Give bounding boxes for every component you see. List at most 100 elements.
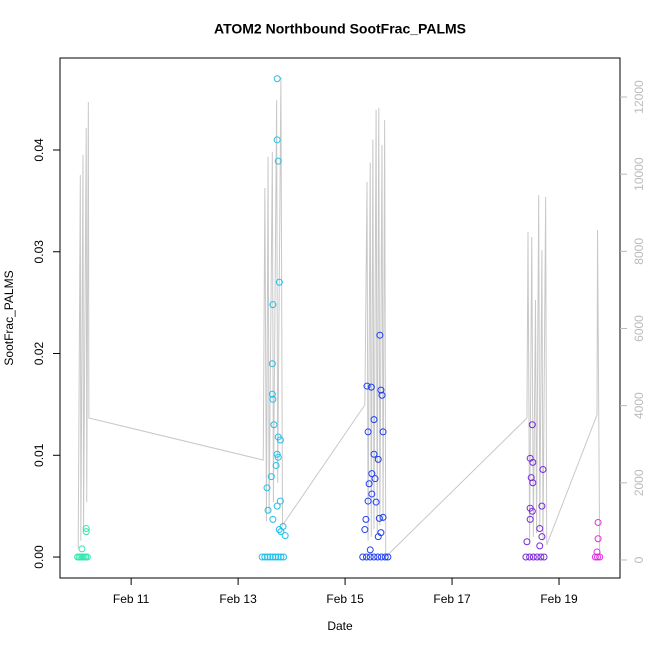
chart-title: ATOM2 Northbound SootFrac_PALMS (214, 21, 466, 37)
point (523, 538, 531, 546)
point (364, 428, 372, 436)
x-tick-label: Feb 19 (540, 592, 578, 606)
point (359, 553, 367, 561)
x-tick-label: Feb 15 (326, 592, 364, 606)
point (83, 553, 91, 561)
point (264, 506, 272, 514)
point (377, 386, 385, 394)
point (269, 553, 277, 561)
point (264, 553, 272, 561)
point (361, 526, 369, 534)
point (275, 526, 283, 534)
y-tick-label: 0.04 (32, 138, 46, 162)
point (266, 553, 274, 561)
point (381, 553, 389, 561)
point (533, 553, 541, 561)
point (274, 453, 282, 461)
point (268, 390, 276, 398)
y-tick-label: 0.01 (32, 443, 46, 467)
point (362, 553, 370, 561)
y-axis-label: SootFrac_PALMS (2, 270, 16, 365)
point (378, 391, 386, 399)
point (370, 416, 378, 424)
point (267, 473, 275, 481)
point (594, 553, 602, 561)
point (537, 553, 545, 561)
point (368, 490, 376, 498)
point (276, 436, 284, 444)
y2-tick-label: 0 (632, 556, 646, 563)
point (273, 502, 281, 510)
point (540, 553, 548, 561)
point (526, 515, 534, 523)
point (366, 546, 374, 554)
point (372, 498, 380, 506)
point (274, 553, 282, 561)
point (366, 553, 374, 561)
y2-tick-label: 8000 (632, 238, 646, 265)
point (261, 553, 269, 561)
point (522, 553, 530, 561)
x-tick-label: Feb 11 (113, 592, 150, 606)
point (529, 479, 537, 487)
point (528, 421, 536, 429)
point (371, 475, 379, 483)
point (384, 553, 392, 561)
point (277, 553, 285, 561)
point (82, 528, 90, 536)
point (374, 533, 382, 541)
point (536, 542, 544, 550)
point (268, 360, 276, 368)
point (272, 461, 280, 469)
point (529, 458, 537, 466)
point (529, 553, 537, 561)
point (272, 553, 280, 561)
point (375, 514, 383, 522)
point (526, 553, 534, 561)
point (527, 474, 535, 482)
x-axis-label: Date (327, 619, 353, 633)
point (594, 518, 602, 526)
y2-tick-label: 10000 (632, 157, 646, 191)
point (379, 513, 387, 521)
y-tick-label: 0.02 (32, 342, 46, 366)
point (281, 532, 289, 540)
point (539, 466, 547, 474)
point (379, 428, 387, 436)
point (273, 450, 281, 458)
point (528, 507, 536, 515)
point (536, 525, 544, 533)
point (258, 553, 266, 561)
point (538, 502, 546, 510)
point (275, 278, 283, 286)
point (367, 383, 375, 391)
point (594, 535, 602, 543)
y2-tick-label: 4000 (632, 392, 646, 419)
point (270, 421, 278, 429)
point (362, 515, 370, 523)
point (277, 528, 285, 536)
x-tick-label: Feb 17 (433, 592, 471, 606)
point (374, 553, 382, 561)
x-tick-label: Feb 13 (219, 592, 257, 606)
y-tick-label: 0.00 (32, 545, 46, 569)
y-tick-label: 0.03 (32, 240, 46, 264)
altitude-line (77, 76, 601, 559)
plot-frame (59, 57, 621, 579)
point (280, 553, 288, 561)
point (78, 545, 86, 553)
y2-tick-label: 12000 (632, 80, 646, 114)
point (269, 395, 277, 403)
point (269, 301, 277, 309)
point (365, 480, 373, 488)
point (370, 553, 378, 561)
point (273, 75, 281, 83)
point (368, 470, 376, 478)
y2-tick-label: 6000 (632, 315, 646, 342)
point (370, 450, 378, 458)
point (263, 484, 271, 492)
y2-tick-label: 2000 (632, 469, 646, 496)
